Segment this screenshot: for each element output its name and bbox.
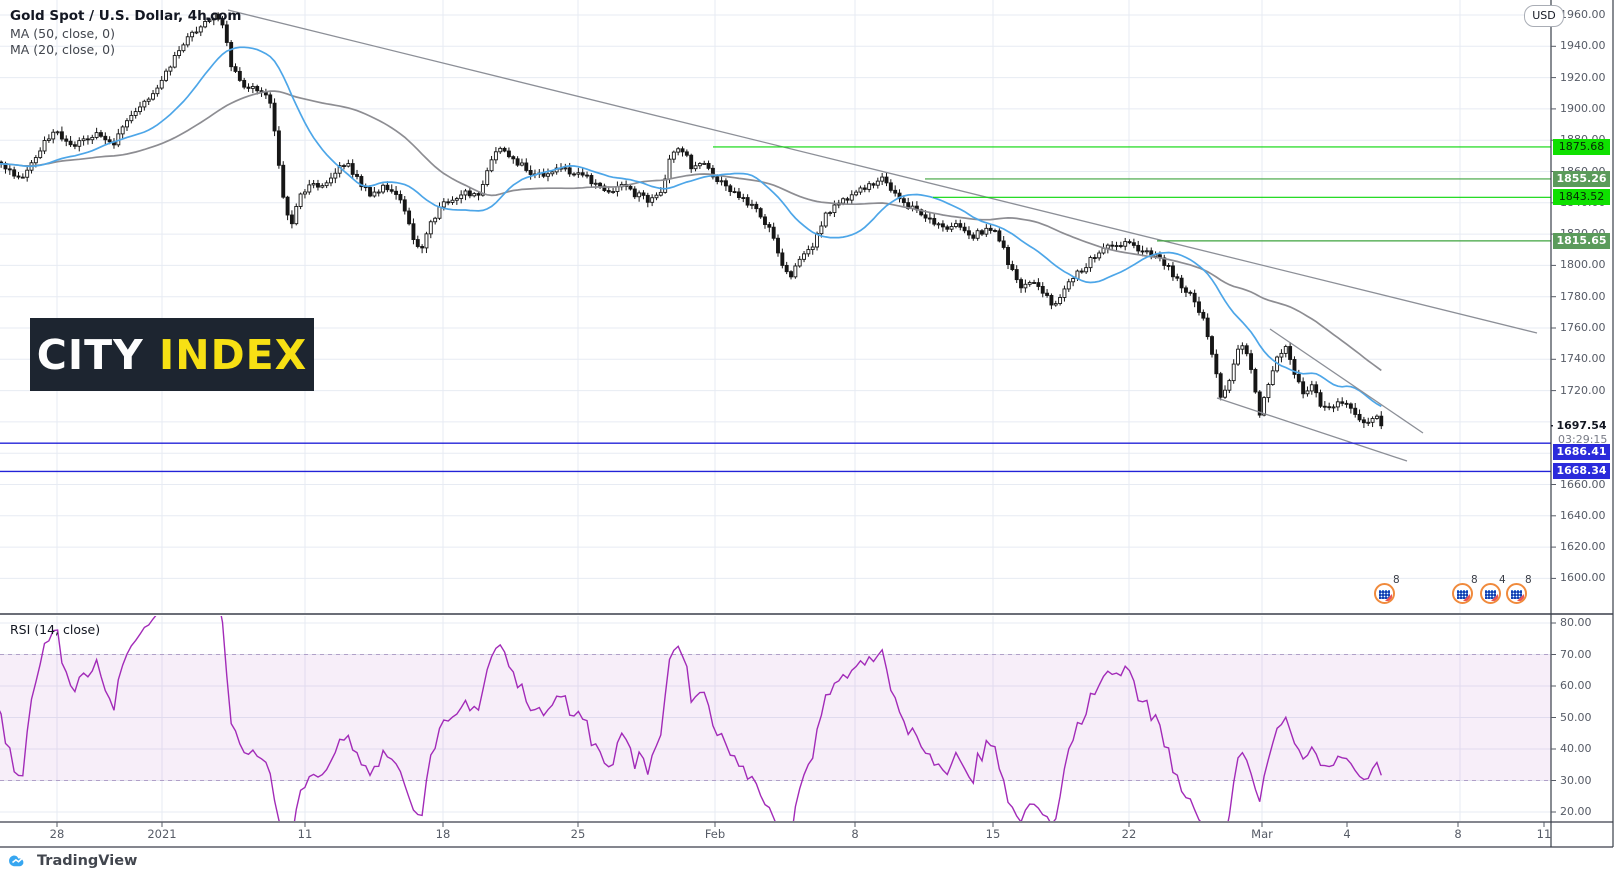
tradingview-logo-text: TradingView [37, 853, 138, 869]
time-tick-label: 8 [1454, 827, 1462, 841]
time-tick-label: 11 [1536, 827, 1552, 841]
price-tick-label: 1960.00 [1560, 8, 1606, 21]
price-level-label: 1815.65 [1553, 232, 1610, 249]
price-tick-label: 1720.00 [1560, 383, 1606, 397]
time-tick-label: 22 [1121, 827, 1137, 841]
price-tick-label: 1760.00 [1560, 321, 1606, 334]
price-tick-label: 1660.00 [1560, 477, 1606, 491]
countdown-label: 03:29:15 [1558, 432, 1608, 446]
event-count: 4 [1499, 574, 1506, 586]
symbol-title-suffix: .com [205, 8, 242, 24]
city-index-watermark: CITY INDEX [30, 318, 314, 391]
tradingview-logo-icon [9, 855, 24, 867]
price-level-label: 1855.26 [1553, 170, 1610, 187]
brand-index: INDEX [159, 330, 308, 379]
price-tick-label: 1780.00 [1560, 289, 1606, 303]
time-tick-label: 25 [570, 827, 586, 841]
price-tick-label: 1940.00 [1560, 39, 1606, 53]
price-level-label: 1686.41 [1553, 444, 1610, 461]
time-tick-label: 15 [985, 827, 1001, 841]
price-tick-label: 1620.00 [1560, 540, 1606, 554]
time-tick-label: Feb [704, 827, 726, 841]
rsi-tick-label: 60.00 [1560, 679, 1592, 692]
rsi-tick-label: 40.00 [1560, 742, 1592, 755]
price-tick-label: 1600.00 [1560, 571, 1606, 585]
price-tick-label: 1640.00 [1560, 508, 1606, 522]
legend-ma20[interactable]: MA (20, close, 0) [10, 42, 116, 57]
rsi-indicator-label[interactable]: RSI (14, close) [10, 622, 101, 637]
price-tick-label: 1900.00 [1560, 101, 1606, 115]
time-tick-label: 8 [851, 827, 859, 841]
price-tick-label: 1920.00 [1560, 70, 1606, 84]
event-count: 8 [1471, 574, 1478, 586]
event-icon[interactable] [1480, 583, 1501, 604]
event-icon[interactable] [1506, 583, 1527, 604]
price-tick-label: 1800.00 [1560, 258, 1606, 272]
event-icon[interactable] [1374, 583, 1395, 604]
price-tick-label: 1740.00 [1560, 352, 1606, 366]
price-level-label: 1668.34 [1553, 463, 1610, 480]
rsi-tick-label: 30.00 [1560, 773, 1592, 787]
time-tick-label: 28 [49, 827, 65, 841]
price-level-label: 1843.52 [1553, 189, 1610, 206]
currency-toggle-button[interactable]: USD [1524, 5, 1564, 27]
time-tick-label: 18 [435, 827, 451, 841]
brand-city: CITY [36, 330, 160, 379]
time-tick-label: 11 [297, 827, 313, 841]
price-level-label: 1875.68 [1553, 138, 1610, 155]
event-count: 8 [1393, 574, 1400, 586]
symbol-title[interactable]: Gold Spot / U.S. Dollar, 4h, [10, 8, 212, 24]
last-price-label: 1697.54 [1553, 417, 1610, 434]
rsi-tick-label: 50.00 [1560, 710, 1592, 724]
rsi-tick-label: 20.00 [1560, 805, 1592, 818]
legend-ma50[interactable]: MA (50, close, 0) [10, 26, 116, 41]
tradingview-attribution[interactable]: TradingView [8, 853, 137, 869]
time-tick-label: Mar [1251, 827, 1273, 841]
rsi-tick-label: 70.00 [1560, 647, 1592, 661]
event-count: 8 [1525, 574, 1532, 586]
time-tick-label: 4 [1343, 827, 1351, 841]
rsi-tick-label: 80.00 [1560, 616, 1592, 629]
event-icon[interactable] [1452, 583, 1473, 604]
time-tick-label: 2021 [147, 827, 177, 841]
